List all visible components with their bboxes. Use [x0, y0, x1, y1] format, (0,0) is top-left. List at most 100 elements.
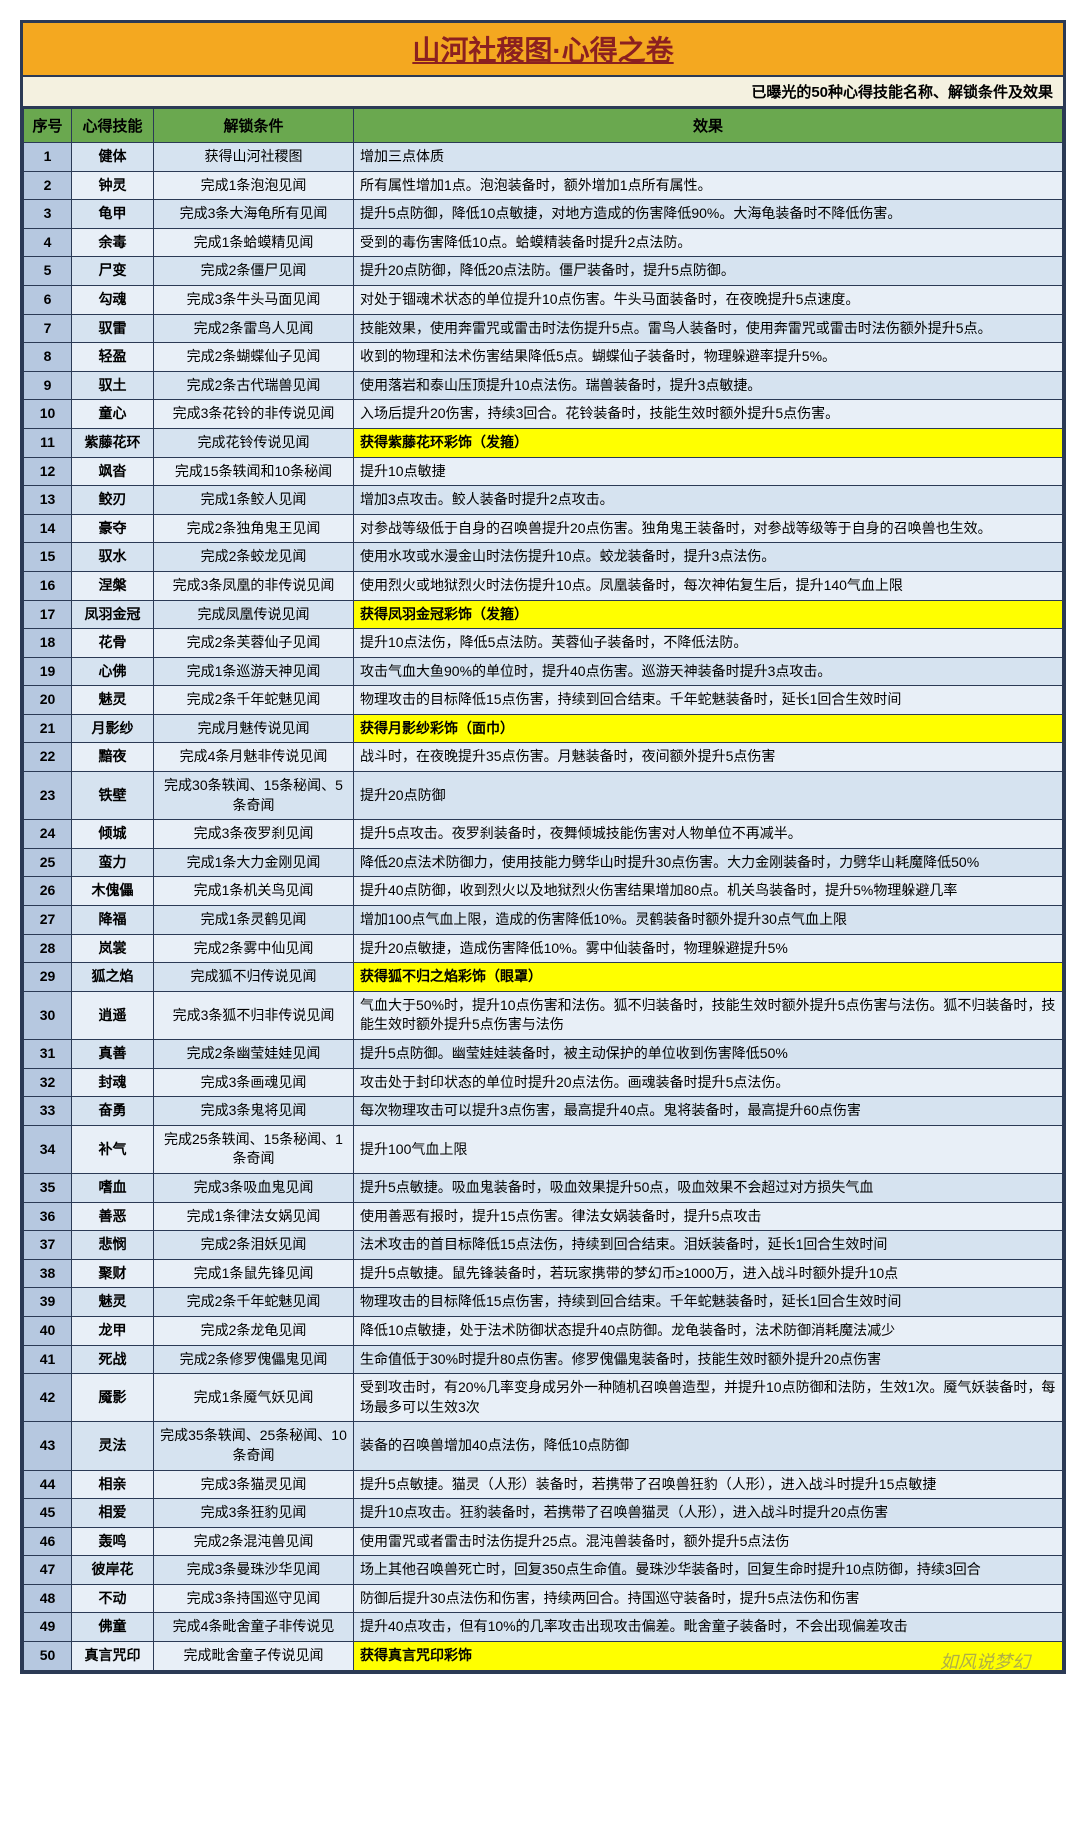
- cell-condition: 完成2条蝴蝶仙子见闻: [154, 343, 354, 372]
- cell-skill: 岚裳: [72, 934, 154, 963]
- cell-skill: 狐之焰: [72, 963, 154, 992]
- cell-number: 29: [24, 963, 72, 992]
- cell-number: 9: [24, 371, 72, 400]
- table-row: 20魅灵完成2条千年蛇魅见闻物理攻击的目标降低15点伤害，持续到回合结束。千年蛇…: [24, 686, 1063, 715]
- cell-skill: 凤羽金冠: [72, 600, 154, 629]
- cell-effect: 获得狐不归之焰彩饰（眼罩）: [354, 963, 1063, 992]
- cell-number: 22: [24, 743, 72, 772]
- cell-effect: 法术攻击的首目标降低15点法伤，持续到回合结束。泪妖装备时，延长1回合生效时间: [354, 1231, 1063, 1260]
- cell-number: 26: [24, 877, 72, 906]
- cell-condition: 完成1条大力金刚见闻: [154, 848, 354, 877]
- cell-condition: 完成1条灵鹤见闻: [154, 906, 354, 935]
- cell-skill: 倾城: [72, 820, 154, 849]
- table-row: 47彼岸花完成3条曼珠沙华见闻场上其他召唤兽死亡时，回复350点生命值。曼珠沙华…: [24, 1556, 1063, 1585]
- cell-effect: 降低10点敏捷，处于法术防御状态提升40点防御。龙龟装备时，法术防御消耗魔法减少: [354, 1316, 1063, 1345]
- table-row: 25蛮力完成1条大力金刚见闻降低20点法术防御力，使用技能力劈华山时提升30点伤…: [24, 848, 1063, 877]
- cell-number: 42: [24, 1374, 72, 1422]
- table-row: 14豪夺完成2条独角鬼王见闻对参战等级低于自身的召唤兽提升20点伤害。独角鬼王装…: [24, 514, 1063, 543]
- cell-effect: 使用烈火或地狱烈火时法伤提升10点。凤凰装备时，每次神佑复生后，提升140气血上…: [354, 571, 1063, 600]
- col-skill: 心得技能: [72, 109, 154, 143]
- cell-condition: 完成3条鬼将见闻: [154, 1097, 354, 1126]
- cell-number: 37: [24, 1231, 72, 1260]
- cell-condition: 完成毗舍童子传说见闻: [154, 1642, 354, 1671]
- cell-skill: 花骨: [72, 629, 154, 658]
- cell-effect: 攻击处于封印状态的单位时提升20点法伤。画魂装备时提升5点法伤。: [354, 1068, 1063, 1097]
- cell-effect: 使用雷咒或者雷击时法伤提升25点。混沌兽装备时，额外提升5点法伤: [354, 1527, 1063, 1556]
- cell-effect: 提升20点防御: [354, 772, 1063, 820]
- table-row: 24倾城完成3条夜罗刹见闻提升5点攻击。夜罗刹装备时，夜舞倾城技能伤害对人物单位…: [24, 820, 1063, 849]
- cell-skill: 童心: [72, 400, 154, 429]
- cell-skill: 聚财: [72, 1259, 154, 1288]
- cell-number: 39: [24, 1288, 72, 1317]
- cell-effect: 所有属性增加1点。泡泡装备时，额外增加1点所有属性。: [354, 171, 1063, 200]
- table-row: 16涅槃完成3条凤凰的非传说见闻使用烈火或地狱烈火时法伤提升10点。凤凰装备时，…: [24, 571, 1063, 600]
- cell-effect: 增加3点攻击。鲛人装备时提升2点攻击。: [354, 486, 1063, 515]
- cell-condition: 完成2条泪妖见闻: [154, 1231, 354, 1260]
- cell-effect: 提升5点防御。幽莹娃娃装备时，被主动保护的单位收到伤害降低50%: [354, 1040, 1063, 1069]
- cell-number: 6: [24, 285, 72, 314]
- table-row: 43灵法完成35条轶闻、25条秘闻、10条奇闻装备的召唤兽增加40点法伤，降低1…: [24, 1422, 1063, 1470]
- table-row: 4余毒完成1条蛤蟆精见闻受到的毒伤害降低10点。蛤蟆精装备时提升2点法防。: [24, 228, 1063, 257]
- cell-number: 2: [24, 171, 72, 200]
- table-row: 30逍遥完成3条狐不归非传说见闻气血大于50%时，提升10点伤害和法伤。狐不归装…: [24, 991, 1063, 1039]
- cell-condition: 完成2条独角鬼王见闻: [154, 514, 354, 543]
- cell-condition: 完成1条机关鸟见闻: [154, 877, 354, 906]
- table-row: 8轻盈完成2条蝴蝶仙子见闻收到的物理和法术伤害结果降低5点。蝴蝶仙子装备时，物理…: [24, 343, 1063, 372]
- cell-number: 45: [24, 1499, 72, 1528]
- cell-skill: 降福: [72, 906, 154, 935]
- cell-condition: 完成2条幽莹娃娃见闻: [154, 1040, 354, 1069]
- cell-number: 7: [24, 314, 72, 343]
- cell-effect: 提升20点敏捷，造成伤害降低10%。雾中仙装备时，物理躲避提升5%: [354, 934, 1063, 963]
- table-row: 42魇影完成1条魇气妖见闻受到攻击时，有20%几率变身成另外一种随机召唤兽造型，…: [24, 1374, 1063, 1422]
- cell-number: 19: [24, 657, 72, 686]
- cell-number: 12: [24, 457, 72, 486]
- header-row: 序号 心得技能 解锁条件 效果: [24, 109, 1063, 143]
- col-condition: 解锁条件: [154, 109, 354, 143]
- cell-condition: 完成1条蛤蟆精见闻: [154, 228, 354, 257]
- cell-skill: 魇影: [72, 1374, 154, 1422]
- cell-effect: 获得紫藤花环彩饰（发箍）: [354, 428, 1063, 457]
- cell-effect: 入场后提升20伤害，持续3回合。花铃装备时，技能生效时额外提升5点伤害。: [354, 400, 1063, 429]
- cell-effect: 使用落岩和泰山压顶提升10点法伤。瑞兽装备时，提升3点敏捷。: [354, 371, 1063, 400]
- cell-condition: 完成2条雾中仙见闻: [154, 934, 354, 963]
- table-row: 5尸变完成2条僵尸见闻提升20点防御，降低20点法防。僵尸装备时，提升5点防御。: [24, 257, 1063, 286]
- cell-effect: 受到攻击时，有20%几率变身成另外一种随机召唤兽造型，并提升10点防御和法防，生…: [354, 1374, 1063, 1422]
- cell-condition: 完成3条牛头马面见闻: [154, 285, 354, 314]
- cell-effect: 获得月影纱彩饰（面巾）: [354, 714, 1063, 743]
- cell-effect: 提升5点敏捷。鼠先锋装备时，若玩家携带的梦幻币≥1000万，进入战斗时额外提升1…: [354, 1259, 1063, 1288]
- cell-condition: 完成1条巡游天神见闻: [154, 657, 354, 686]
- table-row: 35嗜血完成3条吸血鬼见闻提升5点敏捷。吸血鬼装备时，吸血效果提升50点，吸血效…: [24, 1173, 1063, 1202]
- cell-condition: 完成凤凰传说见闻: [154, 600, 354, 629]
- cell-number: 23: [24, 772, 72, 820]
- cell-condition: 完成35条轶闻、25条秘闻、10条奇闻: [154, 1422, 354, 1470]
- cell-skill: 余毒: [72, 228, 154, 257]
- cell-skill: 飒沓: [72, 457, 154, 486]
- cell-skill: 驭土: [72, 371, 154, 400]
- cell-effect: 对参战等级低于自身的召唤兽提升20点伤害。独角鬼王装备时，对参战等级等于自身的召…: [354, 514, 1063, 543]
- table-row: 12飒沓完成15条轶闻和10条秘闻提升10点敏捷: [24, 457, 1063, 486]
- table-row: 7驭雷完成2条雷鸟人见闻技能效果，使用奔雷咒或雷击时法伤提升5点。雷鸟人装备时，…: [24, 314, 1063, 343]
- table-row: 34补气完成25条轶闻、15条秘闻、1条奇闻提升100气血上限: [24, 1125, 1063, 1173]
- cell-effect: 获得凤羽金冠彩饰（发箍）: [354, 600, 1063, 629]
- cell-skill: 驭雷: [72, 314, 154, 343]
- cell-skill: 豪夺: [72, 514, 154, 543]
- cell-condition: 完成1条泡泡见闻: [154, 171, 354, 200]
- cell-skill: 魅灵: [72, 1288, 154, 1317]
- cell-effect: 气血大于50%时，提升10点伤害和法伤。狐不归装备时，技能生效时额外提升5点伤害…: [354, 991, 1063, 1039]
- table-row: 9驭土完成2条古代瑞兽见闻使用落岩和泰山压顶提升10点法伤。瑞兽装备时，提升3点…: [24, 371, 1063, 400]
- cell-skill: 涅槃: [72, 571, 154, 600]
- cell-condition: 完成2条蛟龙见闻: [154, 543, 354, 572]
- cell-number: 18: [24, 629, 72, 658]
- cell-condition: 完成3条狐不归非传说见闻: [154, 991, 354, 1039]
- cell-number: 49: [24, 1613, 72, 1642]
- table-row: 23铁壁完成30条轶闻、15条秘闻、5条奇闻提升20点防御: [24, 772, 1063, 820]
- table-row: 45相爱完成3条狂豹见闻提升10点攻击。狂豹装备时，若携带了召唤兽猫灵（人形），…: [24, 1499, 1063, 1528]
- cell-skill: 鲛刃: [72, 486, 154, 515]
- cell-skill: 真言咒印: [72, 1642, 154, 1671]
- table-row: 22黯夜完成4条月魅非传说见闻战斗时，在夜晚提升35点伤害。月魅装备时，夜间额外…: [24, 743, 1063, 772]
- cell-effect: 提升20点防御，降低20点法防。僵尸装备时，提升5点防御。: [354, 257, 1063, 286]
- cell-effect: 使用善恶有报时，提升15点伤害。律法女娲装备时，提升5点攻击: [354, 1202, 1063, 1231]
- cell-number: 30: [24, 991, 72, 1039]
- cell-number: 33: [24, 1097, 72, 1126]
- table-row: 17凤羽金冠完成凤凰传说见闻获得凤羽金冠彩饰（发箍）: [24, 600, 1063, 629]
